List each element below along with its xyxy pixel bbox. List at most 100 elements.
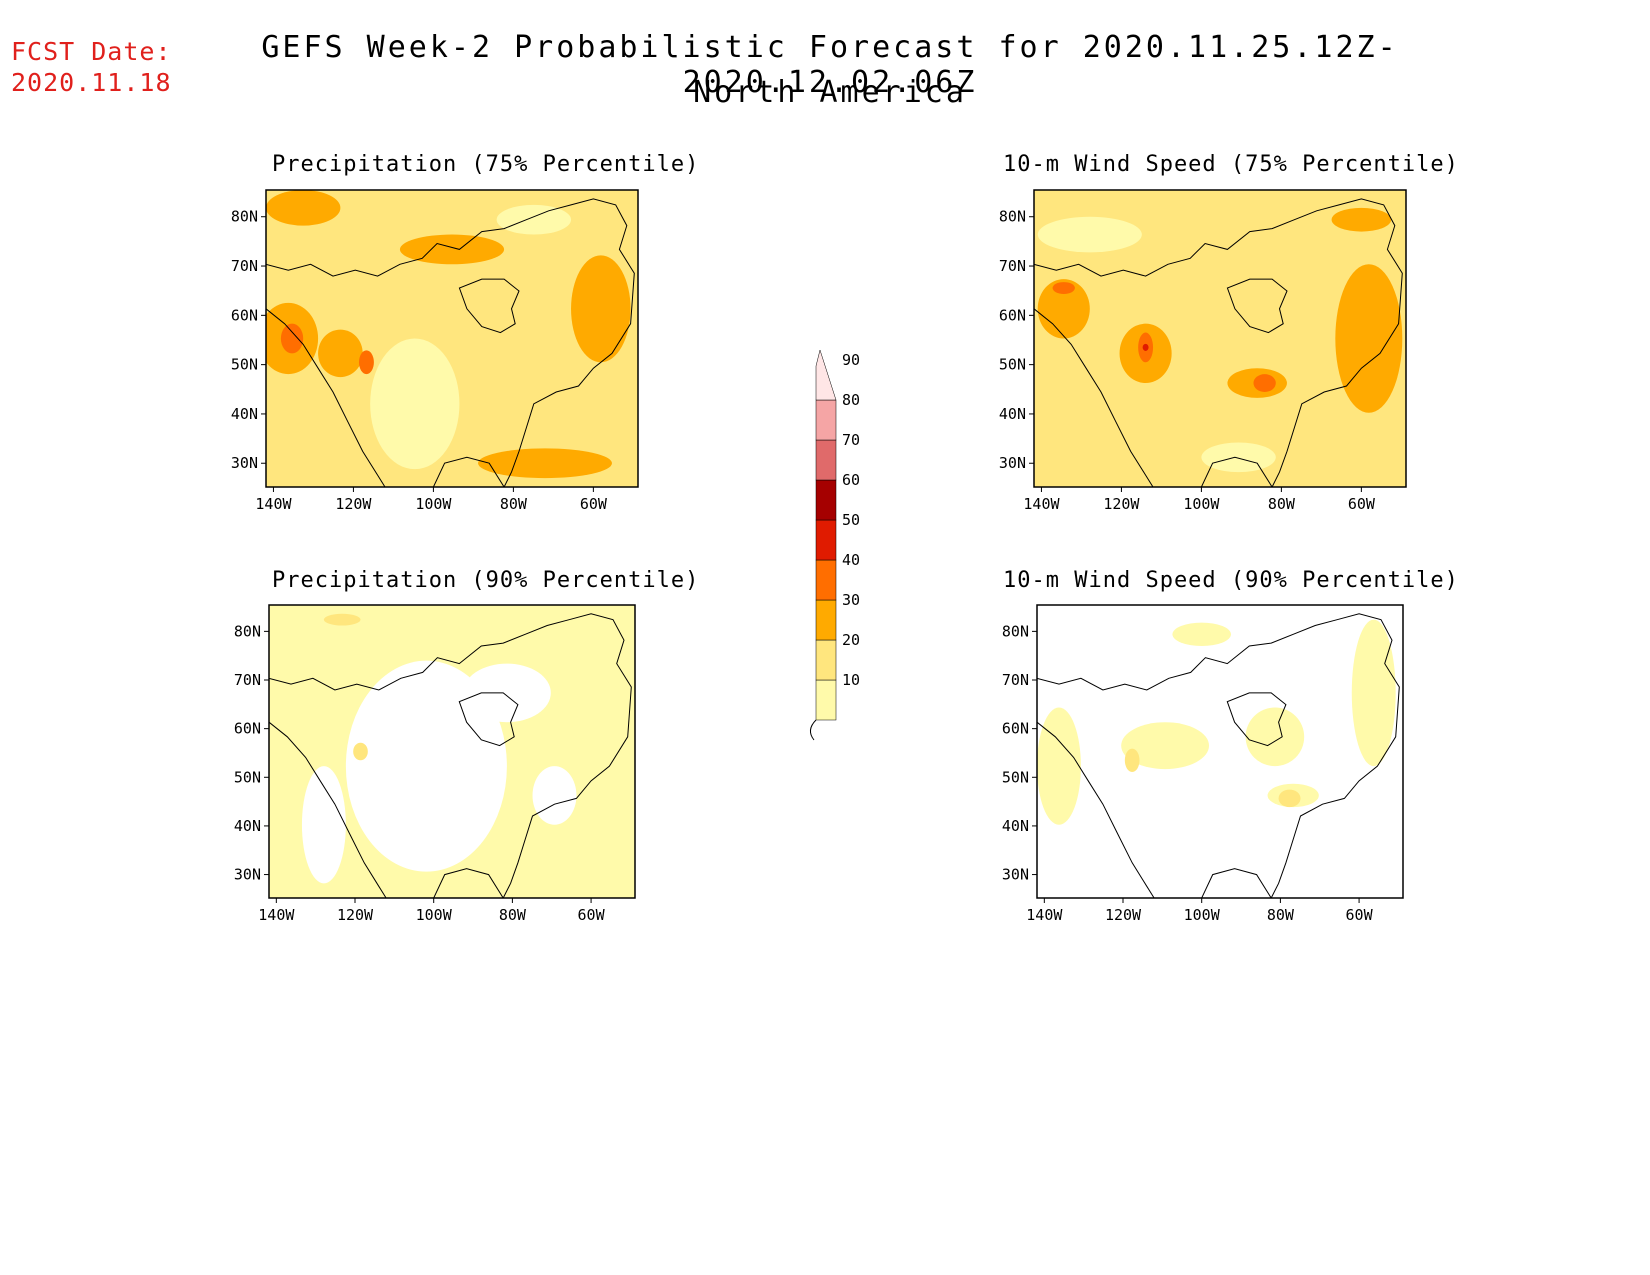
colorbar-segment (815, 679, 837, 721)
lon-tick-label: 140W (1026, 906, 1063, 924)
field-contour (1124, 748, 1140, 773)
shaded-field (1037, 605, 1403, 898)
lat-tick-label: 70N (234, 671, 261, 689)
panel-title-wind-75: 10-m Wind Speed (75% Percentile) (1003, 152, 1459, 177)
lon-tick-label: 140W (255, 495, 292, 513)
field-contour (1037, 216, 1142, 253)
plot-frame (1033, 189, 1407, 488)
lat-tick-label: 50N (1002, 768, 1029, 786)
field-contour (1201, 442, 1276, 473)
lat-tick-label: 60N (1002, 720, 1029, 738)
lon-tick-label: 120W (337, 906, 374, 924)
coastline (269, 613, 632, 898)
lat-tick-label: 80N (1002, 622, 1029, 640)
shaded-field (266, 190, 638, 487)
lat-tick-label: 30N (234, 866, 261, 884)
region-subtitle: North America (693, 75, 967, 110)
lat-tick-label: 30N (1002, 866, 1029, 884)
map-precip-75: 140W 120W 100W 80W 60W 80N 70N 60N 50N 40N 30N (231, 189, 639, 513)
lat-tick-label: 70N (999, 257, 1026, 275)
lat-tick-label: 40N (999, 405, 1026, 423)
lon-tick-label: 100W (416, 906, 453, 924)
probability-colorbar: 10 20 30 40 50 60 70 80 90 (810, 349, 860, 741)
field-contour (1331, 207, 1392, 232)
gulf-coastline (433, 868, 504, 898)
lat-tick-label: 40N (231, 405, 258, 423)
lon-tick-label: 120W (1103, 495, 1140, 513)
hudson-bay-coastline (1226, 278, 1288, 334)
field-contour (266, 190, 341, 226)
field-contour (1245, 707, 1305, 767)
lat-tick-label: 60N (234, 720, 261, 738)
colorbar-label: 30 (842, 591, 860, 609)
lon-tick-label: 120W (1105, 906, 1142, 924)
lat-tick-label: 50N (234, 768, 261, 786)
field-contour (571, 255, 631, 363)
field-contour (1142, 343, 1149, 351)
colorbar-label: 90 (842, 351, 860, 369)
fcst-date-caption: FCST Date: (11, 37, 172, 66)
colorbar-label: 20 (842, 631, 860, 649)
field-contour (478, 448, 612, 479)
colorbar-label: 50 (842, 511, 860, 529)
map-wind-75: 140W 120W 100W 80W 60W 80N 70N 60N 50N 40N 30N (999, 189, 1407, 513)
field-contour (462, 663, 551, 723)
field-contour (532, 766, 577, 825)
field-contour (1253, 374, 1276, 392)
field-contour (318, 329, 363, 378)
lat-tick-label: 80N (231, 208, 258, 226)
field-contour (280, 323, 304, 354)
field-contour (1037, 707, 1081, 825)
lon-tick-label: 80W (499, 906, 527, 924)
colorbar-label: 70 (842, 431, 860, 449)
fcst-date-label: FCST Date: 2020.11.18 (11, 36, 172, 98)
plot-frame (1036, 604, 1404, 899)
lon-tick-label: 140W (258, 906, 295, 924)
hudson-bay-coastline (458, 692, 519, 747)
field-contour (370, 338, 460, 470)
fcst-date-value: 2020.11.18 (11, 68, 172, 97)
colorbar-segment (815, 639, 837, 681)
colorbar-top-cap (815, 349, 837, 401)
coastline (266, 198, 635, 487)
field-contour (323, 613, 361, 626)
gulf-coastline (432, 456, 505, 487)
lat-tick-label: 60N (231, 306, 258, 324)
colorbar-segment (815, 519, 837, 561)
map-precip-90: 140W 120W 100W 80W 60W 80N 70N 60N 50N 40N 30N (234, 604, 636, 924)
field-contour (1037, 279, 1090, 339)
lon-tick-label: 80W (1268, 495, 1296, 513)
coastline (1034, 198, 1403, 487)
lat-tick-label: 80N (999, 208, 1026, 226)
west-coastline (1037, 721, 1155, 898)
field-contour (1278, 789, 1301, 808)
lat-tick-label: 30N (231, 454, 258, 472)
colorbar-segment (815, 559, 837, 601)
hudson-bay-coastline (458, 278, 520, 334)
lat-tick-label: 40N (1002, 817, 1029, 835)
lon-tick-label: 80W (500, 495, 528, 513)
shaded-field (269, 605, 635, 898)
lat-tick-label: 30N (999, 454, 1026, 472)
colorbar-label: 10 (842, 671, 860, 689)
field-contour (1351, 619, 1396, 767)
lon-tick-label: 60W (1348, 495, 1376, 513)
gulf-coastline (1201, 868, 1272, 898)
panel-title-precip-90: Precipitation (90% Percentile) (272, 568, 700, 593)
colorbar-segment (815, 439, 837, 481)
lon-tick-label: 140W (1023, 495, 1060, 513)
field-contour (359, 350, 374, 375)
field-contour (1052, 282, 1075, 294)
field-contour (301, 766, 346, 884)
page-title: GEFS Week-2 Probabilistic Forecast for 2… (261, 30, 1399, 100)
colorbar-label: 80 (842, 391, 860, 409)
field-contour (496, 204, 572, 235)
lat-tick-label: 40N (234, 817, 261, 835)
lon-tick-label: 100W (1184, 906, 1221, 924)
field-contour (1335, 264, 1403, 413)
lat-tick-label: 50N (231, 356, 258, 374)
lon-tick-label: 60W (1346, 906, 1374, 924)
lat-tick-label: 50N (999, 356, 1026, 374)
colorbar-segment (815, 599, 837, 641)
west-coastline (269, 721, 387, 898)
